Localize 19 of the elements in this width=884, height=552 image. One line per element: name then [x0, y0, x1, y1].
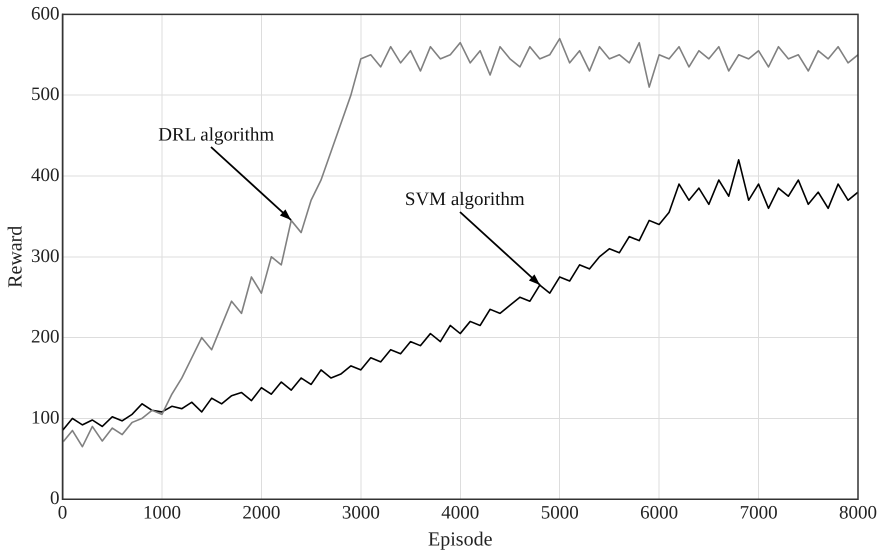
x-tick-label: 1000: [142, 502, 181, 524]
y-tick-label: 100: [31, 407, 60, 428]
y-tick-label: 300: [31, 246, 60, 267]
x-tick-label: 5000: [540, 502, 579, 524]
y-tick-label: 200: [31, 326, 60, 348]
y-tick-label: 0: [50, 488, 60, 510]
y-tick-label: 400: [31, 164, 60, 186]
y-tick-label: 600: [31, 3, 60, 24]
x-tick-label: 7000: [740, 502, 778, 524]
annotation: SVM algorithm: [404, 189, 525, 210]
x-tick-label: 8000: [839, 502, 877, 524]
y-axis-title: Reward: [4, 226, 26, 288]
x-axis-title: Episode: [428, 528, 493, 550]
x-tick-label: 3000: [342, 502, 380, 524]
x-tick-label: 6000: [640, 502, 678, 524]
x-tick-label: 2000: [242, 502, 280, 524]
y-tick-label: 500: [31, 84, 60, 106]
x-tick-label: 4000: [441, 502, 480, 524]
annotation: DRL algorithm: [158, 124, 274, 146]
